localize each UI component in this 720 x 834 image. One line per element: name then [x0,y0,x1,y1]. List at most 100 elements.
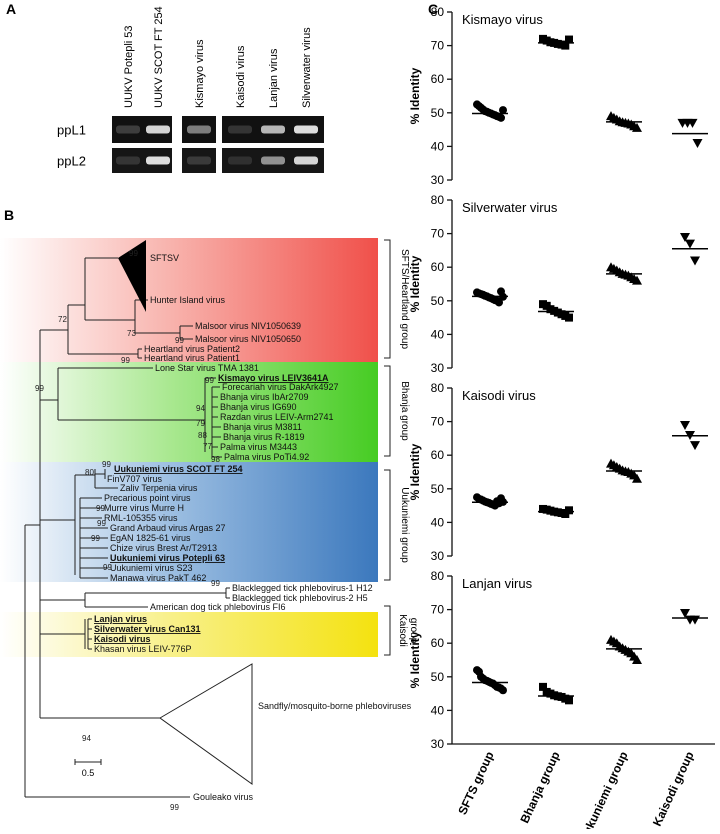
point [499,106,507,115]
point [632,122,642,132]
y-tick-label: 70 [431,227,445,241]
leaf-label: Blacklegged tick phlebovirus-2 H5 [232,593,368,603]
leaf-label: Lone Star virus TMA 1381 [155,363,259,373]
y-tick-label: 70 [431,415,445,429]
x-tick-label: Kaisodi group [650,749,697,828]
y-tick-label: 50 [431,294,445,308]
y-tick-label: 60 [431,72,445,86]
leaf-label: Uukuniemi virus S23 [110,563,193,573]
leaf-label: FinV707 virus [107,474,163,484]
bootstrap: 99 [91,534,100,543]
y-tick-label: 50 [431,106,445,120]
bootstrap: 77 [203,442,212,451]
gel-band [261,156,285,165]
point [690,256,700,266]
chart-title: Silverwater virus [462,200,558,215]
y-tick-label: 80 [431,193,445,207]
point [690,441,700,451]
group-bracket [384,605,391,656]
bootstrap: 98 [211,455,220,464]
group-bracket [384,239,391,359]
leaf-label: Manawa virus PakT 462 [110,573,206,583]
point [565,506,573,515]
bootstrap: 73 [127,329,136,338]
gel-band [116,125,140,134]
collapsed-clade [118,240,146,312]
bootstrap: 99 [97,519,106,528]
bootstrap: 99 [211,579,220,588]
gel-band [146,125,170,134]
y-tick-label: 80 [431,569,445,583]
point [561,41,570,50]
lane-label: Kismayo virus [194,39,206,108]
leaf-label: Gouleako virus [193,792,254,802]
chart-title: Lanjan virus [462,576,533,591]
point [680,420,690,430]
y-tick-label: 30 [431,549,445,563]
bootstrap: 99 [35,384,44,393]
point [497,113,505,122]
leaf-label: Palma virus M3443 [220,442,297,452]
y-tick-label: 80 [431,5,445,19]
gel-band [228,156,252,165]
group-label: Uukuniemi group [399,487,410,563]
bootstrap: 94 [196,404,205,413]
y-tick-label: 70 [431,603,445,617]
x-tick-label: Uukuniemi group [576,749,630,829]
panel-label: C [428,1,438,17]
point [565,313,573,322]
panel-label: B [4,207,14,223]
leaf-label: Chize virus Brest Ar/T2913 [110,543,217,553]
y-tick-label: 40 [431,139,445,153]
leaf-label: Heartland virus Patient1 [144,353,240,363]
leaf-label: Bhanja virus IG690 [220,402,297,412]
bootstrap: 99 [96,504,105,513]
leaf-label: American dog tick phlebovirus FI6 [150,602,286,612]
leaf-label: Kaisodi virus [94,634,151,644]
point [632,275,642,285]
leaf-label: RML-105355 virus [104,513,178,523]
point [495,298,503,307]
y-tick-label: 30 [431,173,445,187]
y-tick-label: 60 [431,448,445,462]
leaf-label: Bhanja virus IbAr2709 [220,392,309,402]
leaf-label: Hunter Island virus [150,295,226,305]
collapsed-clade [159,663,253,785]
gel-band [228,125,252,134]
y-axis-label: % Identity [408,255,422,312]
y-tick-label: 60 [431,260,445,274]
leaf-label: Sandfly/mosquito-borne phleboviruses [258,701,412,711]
y-tick-label: 40 [431,703,445,717]
gel-band [116,156,140,165]
chart-title: Kaisodi virus [462,388,536,403]
group-bracket [384,469,391,581]
y-tick-label: 40 [431,515,445,529]
point [499,686,507,695]
leaf-label: Uukuniemi virus Potepli 63 [110,553,225,563]
leaf-label: Uukuniemi virus SCOT FT 254 [114,464,243,474]
scale-label: 0.5 [82,768,95,778]
gel-band [294,156,318,165]
leaf-label: Malsoor virus NIV1050650 [195,334,301,344]
leaf-label: SFTSV [150,253,179,263]
panel-label: A [6,1,16,17]
leaf-label: Kismayo virus LEIV3641A [218,373,329,383]
y-tick-label: 50 [431,482,445,496]
leaf-label: Palma virus PoTi4.92 [224,452,309,462]
leaf-label: Heartland virus Patient2 [144,344,240,354]
leaf-label: Bhanja virus R-1819 [223,432,305,442]
leaf-label: Lanjan virus [94,614,147,624]
x-tick-label: Bhanja group [517,749,562,825]
bootstrap: 99 [102,460,111,469]
y-tick-label: 60 [431,636,445,650]
point [680,232,690,242]
point [680,608,690,618]
row-label: ppL1 [57,123,86,138]
y-axis-label: % Identity [408,631,422,688]
y-tick-label: 30 [431,737,445,751]
y-axis-label: % Identity [408,443,422,500]
x-tick-label: SFTS group [455,749,496,817]
point [565,35,573,44]
gel-band [187,156,211,165]
